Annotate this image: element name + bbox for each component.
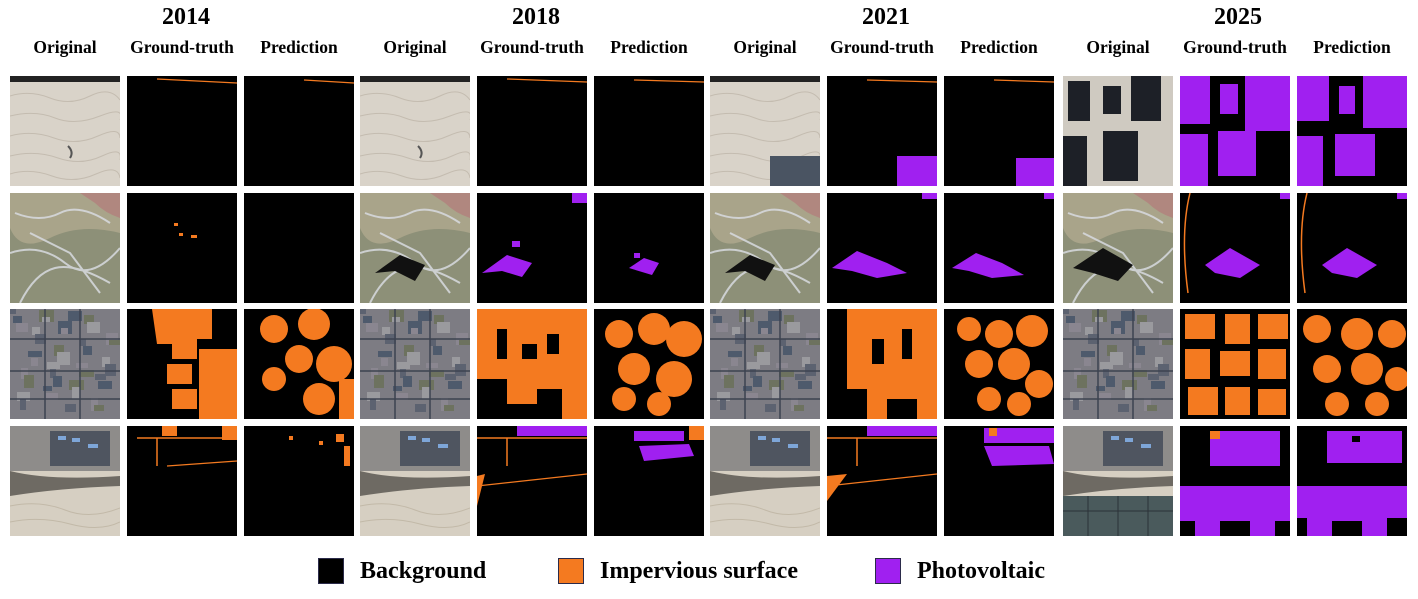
- image-2021-original-row-3: [710, 309, 820, 419]
- column-label-original: Original: [383, 37, 447, 57]
- column-label-ground-truth: Ground-truth: [830, 37, 934, 57]
- image-2018-original-row-4: [360, 426, 470, 536]
- image-2021-prediction-row-3: [944, 309, 1054, 419]
- image-2014-ground-truth-row-3: [127, 309, 237, 419]
- image-2025-ground-truth-row-4: [1180, 426, 1290, 536]
- image-2014-prediction-row-1: [244, 76, 354, 186]
- image-2025-original-row-4: [1063, 426, 1173, 536]
- image-2014-original-row-2: [10, 193, 120, 303]
- image-2021-original-row-4: [710, 426, 820, 536]
- image-2014-original-row-3: [10, 309, 120, 419]
- image-2018-original-row-1: [360, 76, 470, 186]
- column-label-prediction: Prediction: [610, 37, 688, 57]
- image-2021-prediction-row-4: [944, 426, 1054, 536]
- image-2021-ground-truth-row-3: [827, 309, 937, 419]
- image-2021-prediction-row-2: [944, 193, 1054, 303]
- column-label-prediction: Prediction: [960, 37, 1038, 57]
- image-2025-prediction-row-2: [1297, 193, 1407, 303]
- legend-swatch-impervious: [558, 558, 584, 584]
- image-2014-prediction-row-2: [244, 193, 354, 303]
- year-label-2018: 2018: [512, 4, 560, 30]
- column-label-original: Original: [733, 37, 797, 57]
- year-label-2014: 2014: [162, 4, 210, 30]
- image-2014-ground-truth-row-1: [127, 76, 237, 186]
- image-2018-ground-truth-row-3: [477, 309, 587, 419]
- column-label-original: Original: [1086, 37, 1150, 57]
- image-2021-ground-truth-row-2: [827, 193, 937, 303]
- image-2021-ground-truth-row-4: [827, 426, 937, 536]
- image-2021-ground-truth-row-1: [827, 76, 937, 186]
- image-2025-prediction-row-3: [1297, 309, 1407, 419]
- legend-item-background: Background: [318, 553, 486, 589]
- column-label-prediction: Prediction: [260, 37, 338, 57]
- legend-swatch-background: [318, 558, 344, 584]
- legend-item-photovoltaic: Photovoltaic: [875, 553, 1045, 589]
- image-2021-original-row-2: [710, 193, 820, 303]
- legend-item-impervious: Impervious surface: [558, 553, 798, 589]
- image-2025-ground-truth-row-2: [1180, 193, 1290, 303]
- image-2025-original-row-1: [1063, 76, 1173, 186]
- image-2025-ground-truth-row-3: [1180, 309, 1290, 419]
- legend-swatch-photovoltaic: [875, 558, 901, 584]
- legend-label-background: Background: [360, 557, 487, 584]
- image-2014-ground-truth-row-2: [127, 193, 237, 303]
- column-label-ground-truth: Ground-truth: [130, 37, 234, 57]
- image-2018-original-row-3: [360, 309, 470, 419]
- legend: Background Impervious surface Photovolta…: [0, 553, 1418, 589]
- column-label-original: Original: [33, 37, 97, 57]
- image-2025-original-row-2: [1063, 193, 1173, 303]
- image-2021-prediction-row-1: [944, 76, 1054, 186]
- legend-label-photovoltaic: Photovoltaic: [917, 557, 1045, 584]
- image-2018-prediction-row-4: [594, 426, 704, 536]
- image-2018-ground-truth-row-2: [477, 193, 587, 303]
- image-2014-original-row-4: [10, 426, 120, 536]
- image-2025-prediction-row-4: [1297, 426, 1407, 536]
- image-2018-prediction-row-1: [594, 76, 704, 186]
- image-2018-prediction-row-3: [594, 309, 704, 419]
- image-2025-original-row-3: [1063, 309, 1173, 419]
- column-label-ground-truth: Ground-truth: [480, 37, 584, 57]
- image-2018-ground-truth-row-1: [477, 76, 587, 186]
- column-label-ground-truth: Ground-truth: [1183, 37, 1287, 57]
- image-2014-ground-truth-row-4: [127, 426, 237, 536]
- image-2025-prediction-row-1: [1297, 76, 1407, 186]
- legend-label-impervious: Impervious surface: [600, 557, 798, 584]
- image-2018-original-row-2: [360, 193, 470, 303]
- year-label-2021: 2021: [862, 4, 910, 30]
- image-2018-prediction-row-2: [594, 193, 704, 303]
- image-2014-prediction-row-3: [244, 309, 354, 419]
- image-2021-original-row-1: [710, 76, 820, 186]
- image-2018-ground-truth-row-4: [477, 426, 587, 536]
- image-2025-ground-truth-row-1: [1180, 76, 1290, 186]
- image-2014-prediction-row-4: [244, 426, 354, 536]
- column-label-prediction: Prediction: [1313, 37, 1391, 57]
- image-2014-original-row-1: [10, 76, 120, 186]
- year-label-2025: 2025: [1214, 4, 1262, 30]
